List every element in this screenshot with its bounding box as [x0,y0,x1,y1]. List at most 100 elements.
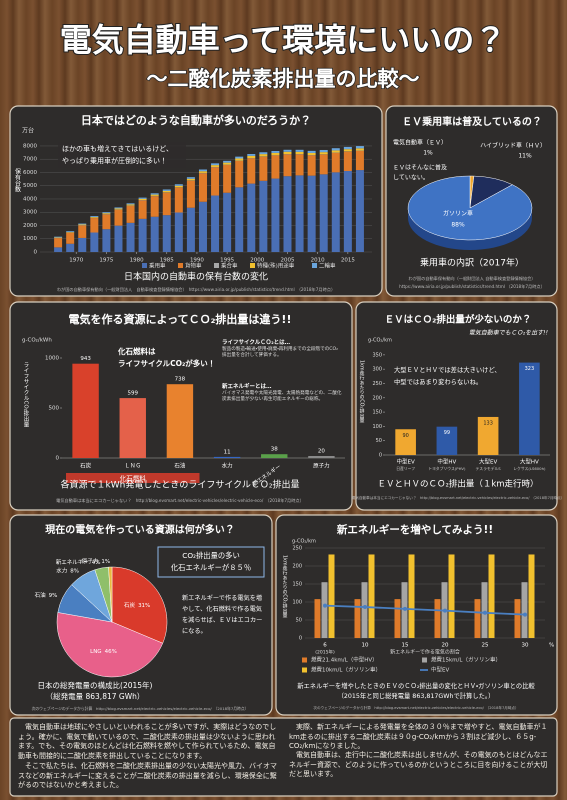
bar [314,599,321,638]
axis-label: 保有台数 [14,167,21,193]
y-tick-label: 6000 [23,170,37,176]
bar-segment [174,212,183,252]
bar-segment [162,189,171,191]
panel [9,717,558,797]
bar-segment [283,151,292,154]
bar-segment [283,176,292,252]
y-tick-label: 3000 [23,210,37,216]
x-tick-label: 1975 [99,258,113,264]
legend-label: 二輪車 [319,262,336,270]
legend-swatch [312,263,317,268]
y-tick-label: 350 [372,352,382,358]
bar-segment [319,152,328,155]
x-tick-label: 15 [402,643,409,649]
axis-label: ライフサイクルCO₂排出量 [23,362,30,429]
slice-label: 電気自動車（ＥＶ） [393,139,447,147]
source: わが国の自動車保有動向（一般財団法人 自動車検査登録情報協会） [409,275,536,282]
bar-segment [54,236,63,238]
bar-segment [102,213,111,215]
x-tick-label: 20 [442,643,449,649]
bar [213,456,241,458]
bar-segment [54,238,63,248]
legend-label: 貨物車 [185,262,202,270]
y-tick-label: 100 [292,600,302,606]
bar [474,599,481,638]
y-tick-label: 300 [372,367,382,373]
caption: 日本国内の自動車の保有台数の変化 [124,271,268,283]
y-tick-label: 50 [296,618,302,624]
panel [355,301,558,511]
x-tick-label: 大型EV [479,458,497,466]
x-tick-label: ＬＮＧ [124,463,141,470]
bar [481,582,488,638]
line-marker [483,610,487,615]
annotation: 化石燃料は [117,346,156,356]
bar-segment [198,169,207,172]
bar-segment [66,231,75,233]
bar-segment [355,148,364,151]
chart-title: 日本ではどのような自動車が多いのだろうか？ [81,113,311,127]
x-tick-label: 2010 [311,258,325,264]
y-tick-label: 2000 [23,223,37,229]
legend-swatch [302,657,307,663]
bar-segment [295,149,304,152]
legend-swatch [178,263,183,268]
bar-segment [90,232,99,252]
slice-value: 4% [92,560,101,566]
y-tick-label: 7000 [23,157,37,163]
bar-segment [211,195,220,252]
bar [528,554,535,638]
paragraph: 電気自動車は地球にやさしいといわれることが多いですが、実際はどうなのでしょう。確… [18,723,277,760]
y-tick-label: 0 [299,636,302,642]
bar [328,554,335,638]
bar-segment [150,194,159,196]
bar [321,582,328,638]
x-tick-label: 1990 [190,258,204,264]
slice-label: 石炭 31% [124,601,150,609]
panel [275,514,558,716]
bar-segment [319,149,328,153]
x-tick-label: 1980 [130,258,144,264]
y-tick-label: 250 [292,546,302,552]
slice-label: ガソリン車 [443,210,473,218]
y-tick-label: 250 [372,381,382,387]
legend-swatch [214,263,219,268]
line-marker [443,608,447,613]
slice-label: 原子力 1% [82,557,110,565]
bar [72,363,99,458]
note-title: ライフサイクルＣＯ₂とは… [222,340,291,346]
chart-title: 電気を作る資源によってＣＯ₂排出量は違う!! [69,312,292,326]
bar-segment [319,174,328,252]
source: 電気自動車は本当にエコカーじゃない？ http://blog.evsmart.n… [352,495,565,500]
bar-segment [271,152,280,156]
bar-segment [223,164,232,193]
slice-value: 9% [49,592,58,598]
bar-segment [138,198,147,200]
bar-segment [343,146,352,150]
bar [361,582,368,638]
slice-name: 新エネルギー [56,558,89,566]
value-label: 90 [402,433,408,439]
axis-label: 1km走行あたりのCO₂排出量 [282,555,288,619]
x-tick-note: レクサス(LS600h) [513,466,546,471]
axis-label: 1km走行あたりのCO₂排出量 [359,360,365,424]
x-tick-label: 原子力 [313,462,330,470]
note-text: 製品の製造・輸送・使用・廃棄・再利用までの全段階でのCO₂排出量を合計して評価す… [222,347,338,358]
note-text: バイオマス発電や太陽光発電、太陽熱発電などの、二酸化炭素排出量が少ない再生可能エ… [222,391,342,402]
bar [519,362,540,455]
x-tick-label: 1970 [69,258,83,264]
caption: 新エネルギーを増やしたときのＥＶのＣＯ₂排出量の変化とＨＶ・ガソリン車との比較 [297,681,535,690]
bar-segment [186,178,195,181]
bar-segment [198,171,207,173]
legend-swatch [250,263,255,268]
value-label: 20 [318,449,325,455]
legend-label: 燃費15km/L（ガソリン車） [431,656,501,664]
x-tick-label: 中型EV [397,458,415,466]
y-tick-label: 8000 [23,143,37,149]
bar-segment [283,149,292,152]
paragraph: 電気自動車は、走行中に二酸化炭素は出しませんが、その電気のもとはどんなエネルギー… [289,751,548,779]
caption: （総発電量 863,817 GWh） [46,691,145,701]
x-tick-note: テスラモデルS [476,466,502,471]
bar [514,599,521,638]
bar-segment [211,165,220,167]
